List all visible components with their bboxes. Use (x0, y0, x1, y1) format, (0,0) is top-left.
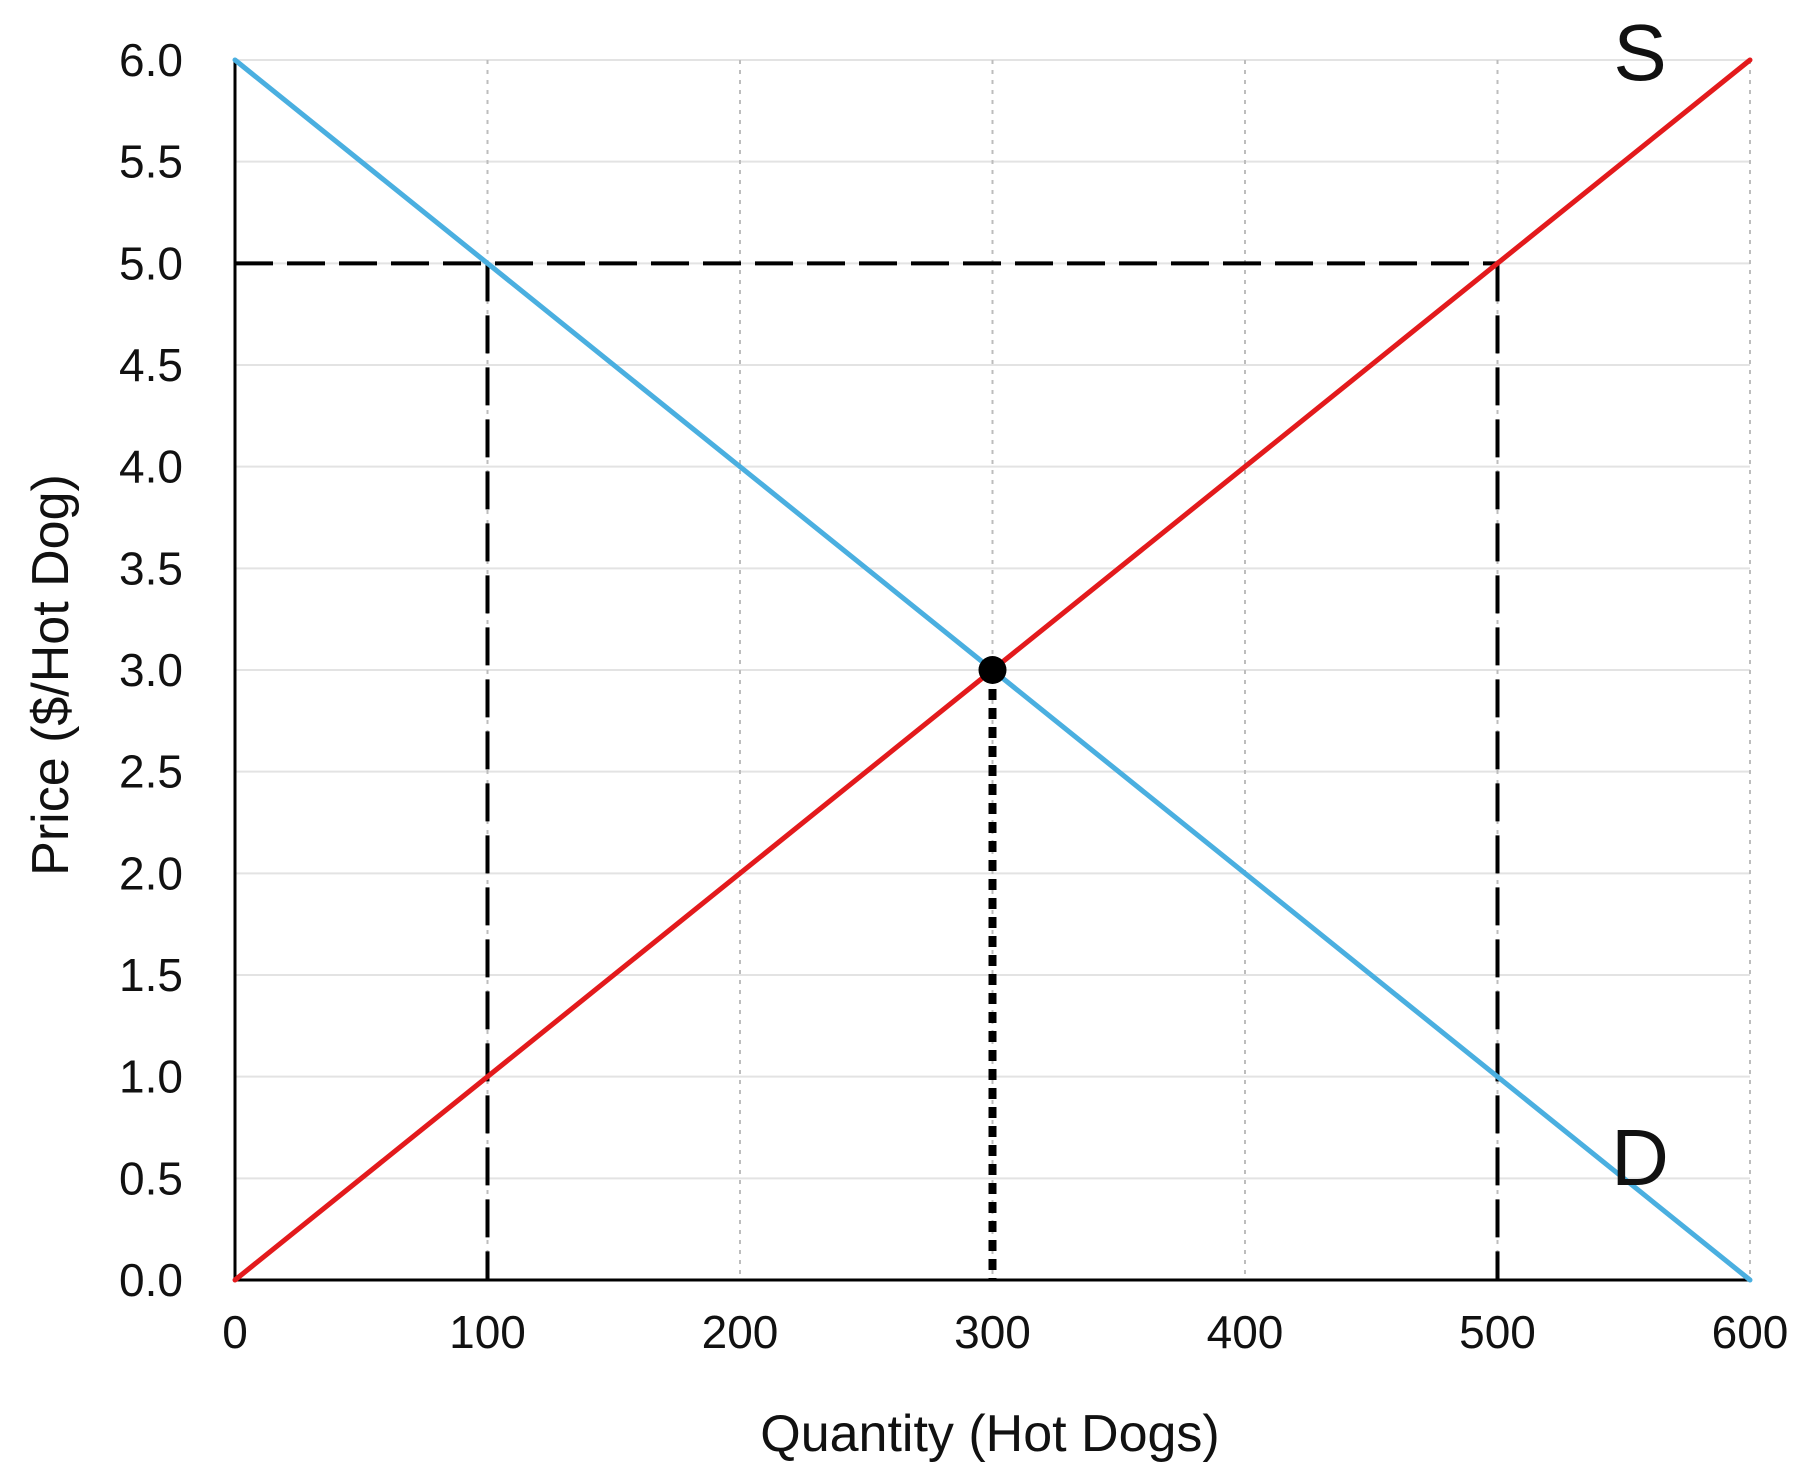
y-axis-label: Price ($/Hot Dog) (22, 474, 80, 876)
y-tick-label-5: 2.5 (119, 746, 183, 798)
x-tick-label-6: 600 (1712, 1306, 1789, 1358)
y-tick-label-7: 3.5 (119, 542, 183, 594)
y-tick-label-6: 3.0 (119, 644, 183, 696)
x-tick-label-1: 100 (449, 1306, 526, 1358)
x-tick-label-5: 500 (1459, 1306, 1536, 1358)
x-tick-label-3: 300 (954, 1306, 1031, 1358)
y-tick-label-2: 1.0 (119, 1051, 183, 1103)
x-tick-label-4: 400 (1207, 1306, 1284, 1358)
equilibrium-marks (978, 656, 1007, 684)
equilibrium-point (978, 656, 1007, 684)
y-tick-label-0: 0.0 (119, 1254, 183, 1306)
y-tick-label-12: 6.0 (119, 34, 183, 86)
y-tick-label-3: 1.5 (119, 949, 183, 1001)
y-tick-label-10: 5.0 (119, 237, 183, 289)
x-axis-label: Quantity (Hot Dogs) (760, 1405, 1220, 1463)
curve-label-d: D (1611, 1113, 1669, 1202)
y-tick-label-4: 2.0 (119, 847, 183, 899)
y-tick-label-9: 4.5 (119, 339, 183, 391)
y-tick-label-1: 0.5 (119, 1152, 183, 1204)
guide-lines (235, 261, 1500, 1280)
curve-label-s: S (1613, 8, 1666, 97)
y-tick-label-11: 5.5 (119, 136, 183, 188)
x-tick-label-0: 0 (222, 1306, 248, 1358)
y-tick-label-8: 4.0 (119, 441, 183, 493)
tick-labels: 0 100 200 300 400 500 600 0.0 0.5 1.0 1.5 2.0 2.5 3.0… (119, 34, 1788, 1358)
x-tick-label-2: 200 (702, 1306, 779, 1358)
curve-labels: SD (1611, 8, 1669, 1202)
